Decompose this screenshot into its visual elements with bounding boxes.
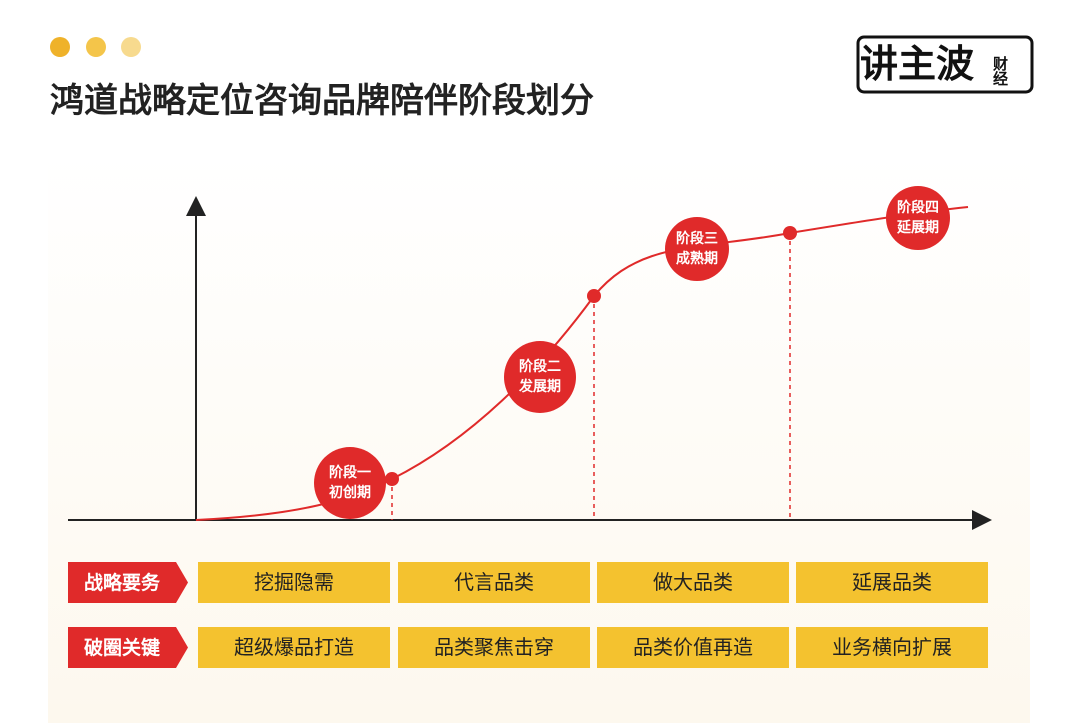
logo-sub: 财经	[991, 55, 1009, 86]
stage-label: 成熟期	[676, 250, 718, 267]
stage-label: 阶段一	[329, 464, 371, 481]
mark	[385, 472, 399, 486]
cell: 做大品类	[653, 570, 733, 594]
cell-bg	[398, 562, 590, 603]
mark	[504, 341, 576, 413]
cell: 品类聚焦击穿	[434, 635, 554, 659]
stage-label: 延展期	[896, 219, 939, 236]
cell-bg	[597, 562, 789, 603]
guides	[391, 233, 791, 520]
stage-label: 初创期	[329, 484, 371, 501]
cell: 代言品类	[454, 570, 534, 594]
title: 鸿道战略定位咨询品牌陪伴阶段划分	[50, 81, 594, 121]
cell-bg	[796, 562, 988, 603]
row-label-bg	[68, 627, 188, 668]
points	[385, 226, 797, 486]
stage-label: 发展期	[518, 378, 561, 395]
mark	[665, 217, 729, 281]
mark	[783, 226, 797, 240]
cell-bg	[398, 627, 590, 668]
cell: 超级爆品打造	[234, 635, 354, 659]
dot	[50, 37, 70, 57]
cell: 延展品类	[852, 570, 932, 594]
cell-bg	[198, 562, 390, 603]
mark	[587, 289, 601, 303]
stage-label: 阶段二	[519, 358, 561, 375]
dot	[121, 37, 141, 57]
dot	[86, 37, 106, 57]
cell: 挖掘隐需	[254, 570, 334, 594]
cell: 业务横向扩展	[832, 635, 952, 659]
cell-bg	[597, 627, 789, 668]
cell-bg	[796, 627, 988, 668]
logo-box	[856, 35, 1034, 94]
row-label-bg	[68, 562, 188, 603]
stage-label: 阶段三	[676, 230, 718, 247]
cell-bg	[198, 627, 390, 668]
cell: 品类价值再造	[633, 635, 753, 659]
mark	[886, 186, 950, 250]
logo: 讲主波	[860, 42, 974, 86]
row-label: 战略要务	[84, 571, 161, 594]
mark	[314, 447, 386, 519]
stage-label: 阶段四	[897, 199, 939, 216]
row-label: 破圈关键	[84, 636, 160, 659]
